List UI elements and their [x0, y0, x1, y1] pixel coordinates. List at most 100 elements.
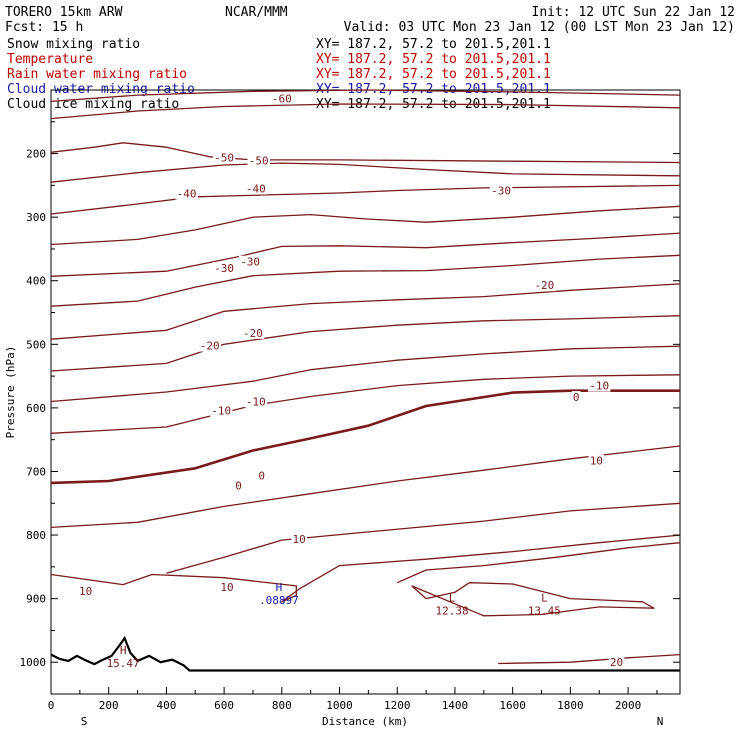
y-tick-label: 1000 — [20, 656, 47, 669]
zero-isotherm-line — [50, 389, 680, 485]
contour-label-bg — [489, 184, 513, 197]
contour-label: 0 — [235, 479, 242, 492]
contour-label-bg — [77, 585, 94, 598]
y-tick-label: 500 — [26, 338, 46, 351]
field-name: Cloud ice mixing ratio — [7, 97, 179, 112]
y-tick-label: 600 — [26, 402, 46, 415]
contour-label: 10 — [293, 533, 306, 546]
extremum-kind: L — [541, 591, 548, 604]
extremum-value: 13.45 — [528, 604, 561, 617]
init-time: Init: 12 UTC Sun 22 Jan 12 — [532, 5, 736, 20]
isotherm-line — [50, 162, 681, 183]
contour-label: -10 — [589, 380, 609, 393]
contour-label: -40 — [177, 188, 197, 201]
isotherm-line — [50, 103, 681, 120]
isotherm-line — [50, 315, 681, 372]
extremum-value: 12.38 — [435, 604, 468, 617]
extremum-value: .08897 — [259, 594, 299, 607]
x-tick-label: 0 — [48, 699, 55, 712]
extremum-kind: H — [276, 581, 283, 594]
contour-label: -30 — [214, 262, 234, 275]
contour-label: -20 — [200, 340, 220, 353]
contour-label: -50 — [214, 151, 234, 164]
x-axis-label: Distance (km) — [322, 715, 408, 728]
contour-label: -10 — [246, 396, 266, 409]
contour-label-bg — [270, 92, 294, 105]
contour-label: 10 — [220, 581, 233, 594]
isotherm-line — [411, 582, 655, 617]
left-end-label: S — [81, 715, 88, 728]
contour-label-bg — [212, 262, 236, 275]
isotherm-line — [396, 542, 681, 584]
contour-label-bg — [212, 151, 236, 164]
axes: 0 200 400 600 800 1000 1200 1400 1600 1800 2000200… — [20, 121, 680, 712]
field-name: Rain water mixing ratio — [7, 67, 187, 82]
contour-label-bg — [257, 469, 267, 482]
isotherm-line — [166, 502, 681, 574]
model-title: TORERO 15km ARW — [5, 5, 123, 20]
y-axis-label: Pressure (hPa) — [4, 346, 17, 439]
contour-label-bg — [198, 339, 221, 352]
contour-label-bg — [234, 479, 243, 492]
extremum-value: 15.47 — [107, 657, 140, 670]
isotherm-line — [50, 254, 681, 307]
contour-label-bg — [241, 326, 265, 339]
isotherm-line — [50, 283, 681, 340]
center-title: NCAR/MMM — [225, 5, 288, 20]
terrain-line — [50, 635, 680, 672]
contour-label-bg — [244, 395, 268, 408]
isotherm-line — [50, 89, 681, 103]
contour-label-bg — [588, 379, 611, 392]
field-xy: XY= 187.2, 57.2 to 201.5,201.1 — [316, 67, 551, 82]
contour-label: 20 — [610, 656, 623, 669]
x-tick-label: 1400 — [442, 699, 469, 712]
contour-label: -20 — [243, 327, 263, 340]
right-end-label: N — [657, 715, 664, 728]
y-tick-label: 800 — [26, 529, 46, 542]
x-tick-label: 800 — [272, 699, 292, 712]
field-xy: XY= 187.2, 57.2 to 201.5,201.1 — [316, 37, 551, 52]
field-name: Temperature — [7, 52, 93, 67]
contour-label-bg — [533, 279, 556, 292]
contour-label-bg — [219, 581, 235, 594]
contour-label: 10 — [79, 585, 92, 598]
isotherm-line — [50, 445, 681, 529]
x-tick-label: 600 — [214, 699, 234, 712]
contour-label-bg — [571, 391, 581, 404]
x-tick-label: 200 — [99, 699, 119, 712]
contour-label: 10 — [590, 455, 603, 468]
contour-label: 0 — [258, 469, 265, 482]
valid-time: Valid: 03 UTC Mon 23 Jan 12 (00 LST Mon … — [344, 20, 735, 35]
isotherm-line — [50, 232, 681, 277]
extremum-kind: L — [449, 591, 456, 604]
extremum-kind: H — [120, 644, 127, 657]
x-tick-label: 1200 — [384, 699, 411, 712]
y-tick-label: 400 — [26, 275, 46, 288]
x-tick-label: 1600 — [499, 699, 526, 712]
x-tick-label: 400 — [156, 699, 176, 712]
contour-label-bg — [244, 182, 268, 195]
contour-label-bg — [291, 532, 307, 545]
isotherm-line — [50, 142, 681, 164]
contour-label: -40 — [246, 183, 266, 196]
contour-label: -30 — [491, 184, 511, 197]
y-tick-label: 200 — [26, 148, 46, 161]
field-name: Snow mixing ratio — [7, 37, 140, 52]
isotherm-line — [498, 653, 681, 665]
contour-label: -10 — [211, 404, 231, 417]
contour-label: 0 — [573, 391, 580, 404]
contour-label: -60 — [272, 92, 292, 105]
x-tick-label: 1000 — [326, 699, 353, 712]
contour-label: -30 — [240, 256, 260, 269]
isotherm-line — [50, 184, 681, 215]
x-tick-label: 2000 — [615, 699, 642, 712]
contour-label-bg — [588, 454, 605, 467]
y-tick-label: 700 — [26, 465, 46, 478]
isotherm-line — [50, 205, 681, 246]
isotherm-lines — [50, 89, 681, 665]
contour-label-bg — [608, 656, 625, 669]
contour-label-bg — [247, 154, 270, 167]
contour-labels: -60 -50 -50 -40 -40 -30 -30 -30 -20 -20 -20 -10 -10 -… — [77, 92, 625, 669]
